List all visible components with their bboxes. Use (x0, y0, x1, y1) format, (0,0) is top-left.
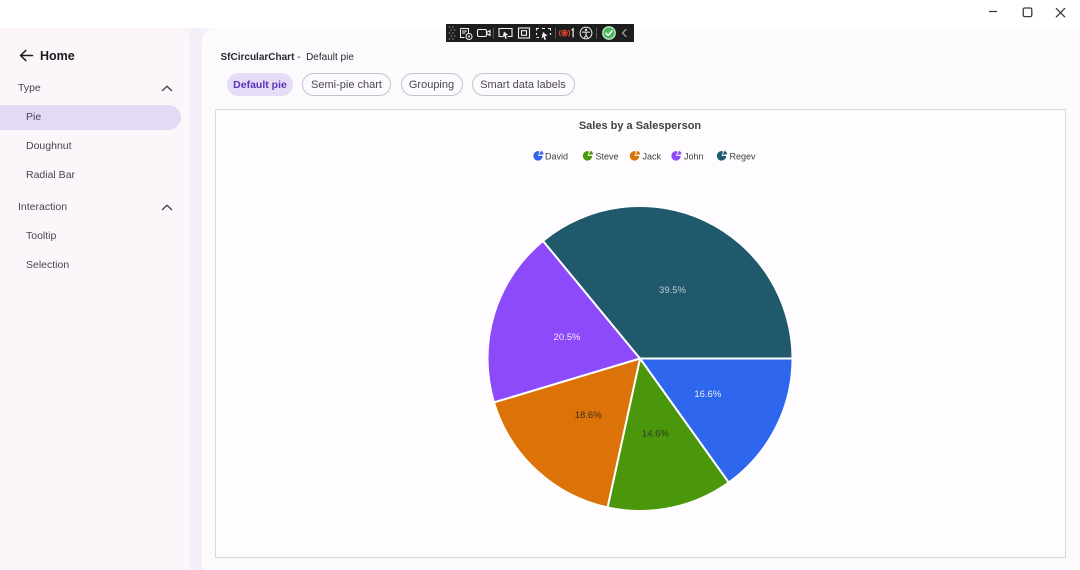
svg-text:16.6%: 16.6% (694, 389, 721, 400)
svg-text:Regev: Regev (730, 152, 757, 162)
svg-text:18.6%: 18.6% (575, 410, 602, 421)
svg-text:John: John (684, 152, 704, 162)
svg-text:Jack: Jack (643, 152, 662, 162)
svg-text:20.5%: 20.5% (554, 332, 581, 343)
svg-text:39.5%: 39.5% (659, 285, 686, 296)
svg-text:Steve: Steve (596, 152, 619, 162)
svg-text:14.6%: 14.6% (642, 429, 669, 440)
svg-text:David: David (545, 152, 568, 162)
